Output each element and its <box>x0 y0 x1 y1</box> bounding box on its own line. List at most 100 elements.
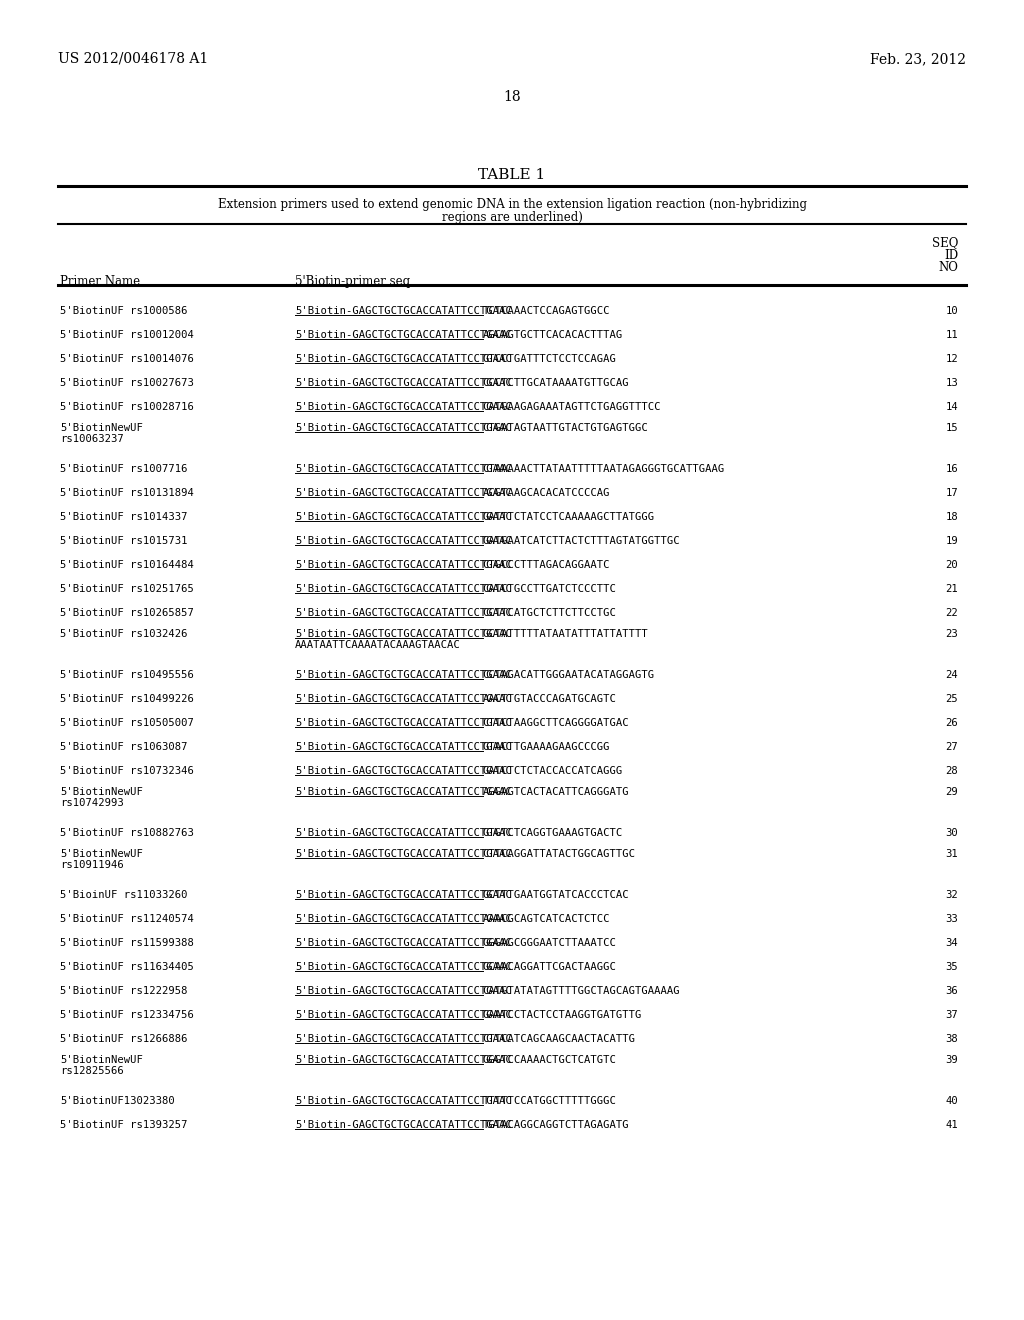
Text: 5'Biotin-GAGCTGCTGCACCATATTCCTGAAC: 5'Biotin-GAGCTGCTGCACCATATTCCTGAAC <box>295 766 512 776</box>
Text: CATGAAGAGAAATAGTTCTGAGGTTTCC: CATGAAGAGAAATAGTTCTGAGGTTTCC <box>482 403 662 412</box>
Text: CTTCATCAGCAAGCAACTACATTG: CTTCATCAGCAAGCAACTACATTG <box>482 1034 636 1044</box>
Text: 5'BiotinNewUF: 5'BiotinNewUF <box>60 849 143 859</box>
Text: 21: 21 <box>945 583 958 594</box>
Text: 5'BiotinUF rs11634405: 5'BiotinUF rs11634405 <box>60 962 194 972</box>
Text: TTTTTCCATGGCTTTTTGGGC: TTTTTCCATGGCTTTTTGGGC <box>482 1096 616 1106</box>
Text: 5'Biotin-GAGCTGCTGCACCATATTCCTGAAC: 5'Biotin-GAGCTGCTGCACCATATTCCTGAAC <box>295 512 512 521</box>
Text: TABLE 1: TABLE 1 <box>478 168 546 182</box>
Text: 12: 12 <box>945 354 958 364</box>
Text: 19: 19 <box>945 536 958 546</box>
Text: regions are underlined): regions are underlined) <box>441 211 583 224</box>
Text: 16: 16 <box>945 465 958 474</box>
Text: 5'BiotinUF rs10164484: 5'BiotinUF rs10164484 <box>60 560 194 570</box>
Text: 24: 24 <box>945 671 958 680</box>
Text: 5'BiotinUF rs10012004: 5'BiotinUF rs10012004 <box>60 330 194 341</box>
Text: 31: 31 <box>945 849 958 859</box>
Text: 5'BiotinUF rs1063087: 5'BiotinUF rs1063087 <box>60 742 187 752</box>
Text: 5'Biotin-GAGCTGCTGCACCATATTCCTGAAC: 5'Biotin-GAGCTGCTGCACCATATTCCTGAAC <box>295 671 512 680</box>
Text: 5'Biotin-GAGCTGCTGCACCATATTCCTGAAC: 5'Biotin-GAGCTGCTGCACCATATTCCTGAAC <box>295 583 512 594</box>
Text: 5'BiotinUF rs1222958: 5'BiotinUF rs1222958 <box>60 986 187 997</box>
Text: GATGAATCATCTTACTCTTTAGTATGGTTGC: GATGAATCATCTTACTCTTTAGTATGGTTGC <box>482 536 680 546</box>
Text: CTGATAGTAATTGTACTGTGAGTGGC: CTGATAGTAATTGTACTGTGAGTGGC <box>482 422 648 433</box>
Text: 5'Biotin-primer seq: 5'Biotin-primer seq <box>295 275 411 288</box>
Text: GGGAGCGGGAATCTTAAATCC: GGGAGCGGGAATCTTAAATCC <box>482 939 616 948</box>
Text: 5'BiotinNewUF: 5'BiotinNewUF <box>60 787 143 797</box>
Text: AGCAGTGCTTCACACACTTTAG: AGCAGTGCTTCACACACTTTAG <box>482 330 623 341</box>
Text: CTTCTAAGGCTTCAGGGGATGAC: CTTCTAAGGCTTCAGGGGATGAC <box>482 718 630 729</box>
Text: 27: 27 <box>945 742 958 752</box>
Text: 5'Biotin-GAGCTGCTGCACCATATTCCTGAAC: 5'Biotin-GAGCTGCTGCACCATATTCCTGAAC <box>295 378 512 388</box>
Text: GCTATTTTTATAATATTTATTATTTT: GCTATTTTTATAATATTTATTATTTT <box>482 630 648 639</box>
Text: 28: 28 <box>945 766 958 776</box>
Text: 5'Biotin-GAGCTGCTGCACCATATTCCTGAAC: 5'Biotin-GAGCTGCTGCACCATATTCCTGAAC <box>295 962 512 972</box>
Text: 5'BiotinUF rs10499226: 5'BiotinUF rs10499226 <box>60 694 194 704</box>
Text: AAACGCAGTCATCACTCTCC: AAACGCAGTCATCACTCTCC <box>482 913 610 924</box>
Text: 5'Biotin-GAGCTGCTGCACCATATTCCTGAAC: 5'Biotin-GAGCTGCTGCACCATATTCCTGAAC <box>295 742 512 752</box>
Text: 5'BiotinNewUF: 5'BiotinNewUF <box>60 1055 143 1065</box>
Text: NO: NO <box>938 261 958 275</box>
Text: 5'Biotin-GAGCTGCTGCACCATATTCCTGAAC: 5'Biotin-GAGCTGCTGCACCATATTCCTGAAC <box>295 306 512 315</box>
Text: GTCCTGATTTCTCCTCCAGAG: GTCCTGATTTCTCCTCCAGAG <box>482 354 616 364</box>
Text: 5'BiotinUF rs11240574: 5'BiotinUF rs11240574 <box>60 913 194 924</box>
Text: CCTTCATGCTCTTCTTCCTGC: CCTTCATGCTCTTCTTCCTGC <box>482 609 616 618</box>
Text: 5'Biotin-GAGCTGCTGCACCATATTCCTGAAC: 5'Biotin-GAGCTGCTGCACCATATTCCTGAAC <box>295 849 512 859</box>
Text: 5'BiotinUF rs11599388: 5'BiotinUF rs11599388 <box>60 939 194 948</box>
Text: 5'BiotinUF rs1007716: 5'BiotinUF rs1007716 <box>60 465 187 474</box>
Text: GTGTCTCAGGTGAAAGTGACTC: GTGTCTCAGGTGAAAGTGACTC <box>482 828 623 838</box>
Text: 10: 10 <box>945 306 958 315</box>
Text: 5'BiotinUF rs1015731: 5'BiotinUF rs1015731 <box>60 536 187 546</box>
Text: 13: 13 <box>945 378 958 388</box>
Text: Extension primers used to extend genomic DNA in the extension ligation reaction : Extension primers used to extend genomic… <box>217 198 807 211</box>
Text: GCTTTGAATGGTATCACCCTCAC: GCTTTGAATGGTATCACCCTCAC <box>482 890 630 900</box>
Text: 25: 25 <box>945 694 958 704</box>
Text: CTTCAGGATTATACTGGCAGTTGC: CTTCAGGATTATACTGGCAGTTGC <box>482 849 636 859</box>
Text: 5'Biotin-GAGCTGCTGCACCATATTCCTGAAC: 5'Biotin-GAGCTGCTGCACCATATTCCTGAAC <box>295 1119 512 1130</box>
Text: 5'Biotin-GAGCTGCTGCACCATATTCCTGAAC: 5'Biotin-GAGCTGCTGCACCATATTCCTGAAC <box>295 787 512 797</box>
Text: 5'Biotin-GAGCTGCTGCACCATATTCCTGAAC: 5'Biotin-GAGCTGCTGCACCATATTCCTGAAC <box>295 1034 512 1044</box>
Text: 5'Biotin-GAGCTGCTGCACCATATTCCTGAAC: 5'Biotin-GAGCTGCTGCACCATATTCCTGAAC <box>295 422 512 433</box>
Text: 39: 39 <box>945 1055 958 1065</box>
Text: 41: 41 <box>945 1119 958 1130</box>
Text: 5'Biotin-GAGCTGCTGCACCATATTCCTGAAC: 5'Biotin-GAGCTGCTGCACCATATTCCTGAAC <box>295 1096 512 1106</box>
Text: 5'BiotinUF rs1393257: 5'BiotinUF rs1393257 <box>60 1119 187 1130</box>
Text: 5'BiotinUF rs10505007: 5'BiotinUF rs10505007 <box>60 718 194 729</box>
Text: 5'Biotin-GAGCTGCTGCACCATATTCCTGAAC: 5'Biotin-GAGCTGCTGCACCATATTCCTGAAC <box>295 986 512 997</box>
Text: 15: 15 <box>945 422 958 433</box>
Text: GCAACAGGATTCGACTAAGGC: GCAACAGGATTCGACTAAGGC <box>482 962 616 972</box>
Text: 5'Biotin-GAGCTGCTGCACCATATTCCTGAAC: 5'Biotin-GAGCTGCTGCACCATATTCCTGAAC <box>295 488 512 498</box>
Text: CCTAGACATTGGGAATACATAGGAGTG: CCTAGACATTGGGAATACATAGGAGTG <box>482 671 654 680</box>
Text: 23: 23 <box>945 630 958 639</box>
Text: 29: 29 <box>945 787 958 797</box>
Text: 5'Biotin-GAGCTGCTGCACCATATTCCTGAAC: 5'Biotin-GAGCTGCTGCACCATATTCCTGAAC <box>295 465 512 474</box>
Text: 5'BiotinUF rs10265857: 5'BiotinUF rs10265857 <box>60 609 194 618</box>
Text: rs10742993: rs10742993 <box>60 799 124 808</box>
Text: TCTCAAACTCCAGAGTGGCC: TCTCAAACTCCAGAGTGGCC <box>482 306 610 315</box>
Text: 5'BiotinUF rs10732346: 5'BiotinUF rs10732346 <box>60 766 194 776</box>
Text: 30: 30 <box>945 828 958 838</box>
Text: Feb. 23, 2012: Feb. 23, 2012 <box>870 51 966 66</box>
Text: SEQ: SEQ <box>932 236 958 249</box>
Text: AACTTGTACCCAGATGCAGTC: AACTTGTACCCAGATGCAGTC <box>482 694 616 704</box>
Text: 5'BiotinUF rs10014076: 5'BiotinUF rs10014076 <box>60 354 194 364</box>
Text: 14: 14 <box>945 403 958 412</box>
Text: GGGTCCAAAACTGCTCATGTC: GGGTCCAAAACTGCTCATGTC <box>482 1055 616 1065</box>
Text: 5'Biotin-GAGCTGCTGCACCATATTCCTGAAC: 5'Biotin-GAGCTGCTGCACCATATTCCTGAAC <box>295 403 512 412</box>
Text: 5'BiotinUF rs1032426: 5'BiotinUF rs1032426 <box>60 630 187 639</box>
Text: 5'BiotinUF rs10131894: 5'BiotinUF rs10131894 <box>60 488 194 498</box>
Text: 5'Biotin-GAGCTGCTGCACCATATTCCTGAAC: 5'Biotin-GAGCTGCTGCACCATATTCCTGAAC <box>295 630 512 639</box>
Text: 17: 17 <box>945 488 958 498</box>
Text: 5'Biotin-GAGCTGCTGCACCATATTCCTGAAC: 5'Biotin-GAGCTGCTGCACCATATTCCTGAAC <box>295 828 512 838</box>
Text: 26: 26 <box>945 718 958 729</box>
Text: 5'BiotinUF rs10882763: 5'BiotinUF rs10882763 <box>60 828 194 838</box>
Text: 34: 34 <box>945 939 958 948</box>
Text: 35: 35 <box>945 962 958 972</box>
Text: 33: 33 <box>945 913 958 924</box>
Text: 5'BiotinNewUF: 5'BiotinNewUF <box>60 422 143 433</box>
Text: ID: ID <box>944 249 958 261</box>
Text: ACGTAAGCACACATCCCCAG: ACGTAAGCACACATCCCCAG <box>482 488 610 498</box>
Text: CATGTATATAGTTTTGGCTAGCAGTGAAAAG: CATGTATATAGTTTTGGCTAGCAGTGAAAAG <box>482 986 680 997</box>
Text: rs10063237: rs10063237 <box>60 434 124 444</box>
Text: 36: 36 <box>945 986 958 997</box>
Text: rs10911946: rs10911946 <box>60 861 124 870</box>
Text: 5'Biotin-GAGCTGCTGCACCATATTCCTGAAC: 5'Biotin-GAGCTGCTGCACCATATTCCTGAAC <box>295 1055 512 1065</box>
